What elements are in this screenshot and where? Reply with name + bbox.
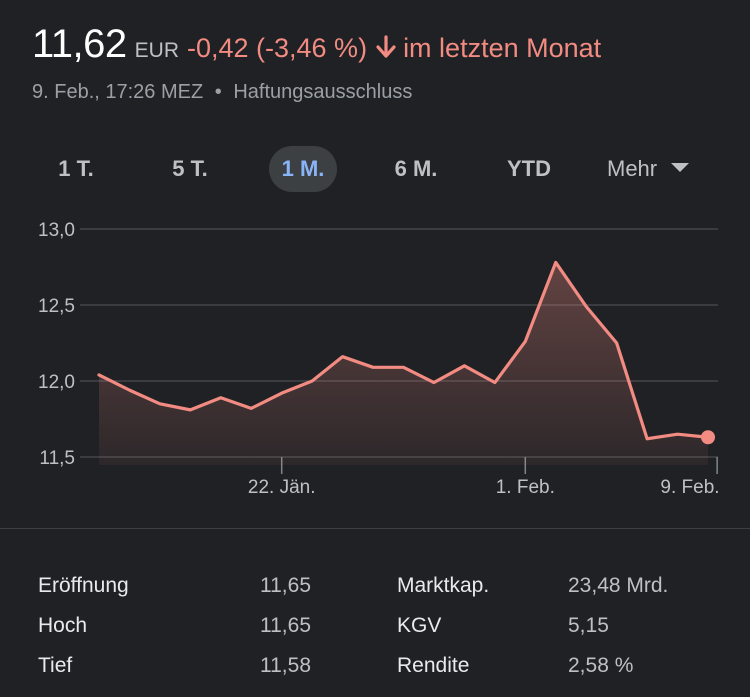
section-divider	[0, 528, 750, 529]
data-point	[615, 341, 619, 345]
data-point	[523, 339, 527, 343]
data-point	[310, 379, 314, 383]
tab-6-months[interactable]: 6 M.	[380, 146, 452, 192]
more-label: Mehr	[607, 156, 658, 181]
price-area-fill	[99, 262, 708, 465]
data-point	[584, 305, 588, 309]
tab-ytd[interactable]: YTD	[494, 146, 564, 192]
tab-1-day[interactable]: 1 T.	[40, 146, 112, 192]
data-point	[554, 260, 558, 264]
stat-label-low: Tief	[38, 654, 73, 677]
tab-5-days[interactable]: 5 T.	[154, 146, 226, 192]
last-price-dot	[701, 430, 715, 445]
price-line-series	[97, 260, 710, 441]
price-chart[interactable]: 13,0 12,5 12,0 11,5 22. Jän. 1. Feb. 9. Feb.	[0, 210, 750, 510]
range-tabs: 1 T. 5 T. 1 M. 6 M. YTD Mehr	[30, 146, 730, 192]
tab-label: 1 T.	[58, 156, 94, 181]
stat-label-open: Eröffnung	[38, 574, 129, 597]
stat-row: Tief 11,58 Rendite 2,58 %	[38, 646, 718, 686]
caret-down-icon	[671, 163, 690, 172]
data-point	[188, 408, 192, 412]
y-tick-label: 11,5	[39, 448, 75, 469]
data-point	[371, 365, 375, 369]
stat-label-yield: Rendite	[397, 654, 470, 677]
disclaimer-link[interactable]: Haftungsausschluss	[233, 81, 413, 103]
tab-label: YTD	[507, 156, 551, 181]
stat-label-pe: KGV	[397, 614, 442, 637]
data-point	[127, 388, 131, 392]
y-tick-label: 13,0	[38, 220, 75, 241]
x-tick-label: 9. Feb.	[660, 477, 719, 498]
data-point	[493, 381, 497, 385]
arrow-down-icon	[375, 35, 397, 59]
current-price: 11,62	[32, 22, 127, 66]
data-point	[280, 391, 284, 395]
data-point	[158, 402, 162, 406]
change-period: im letzten Monat	[403, 33, 602, 63]
price-change: -0,42 (-3,46 %)	[186, 33, 368, 63]
stat-row: Hoch 11,65 KGV 5,15	[38, 606, 718, 646]
quote-meta: 9. Feb., 17:26 MEZ • Haftungsausschluss	[32, 81, 732, 104]
data-point	[645, 437, 649, 441]
data-point	[97, 373, 101, 377]
tab-label: 5 T.	[172, 156, 208, 181]
stat-value-low: 11,58	[260, 654, 311, 677]
data-point	[249, 406, 253, 410]
tab-label: 1 M.	[281, 156, 325, 181]
data-point	[402, 365, 406, 369]
stat-value-yield: 2,58 %	[568, 654, 634, 677]
y-tick-label: 12,5	[38, 296, 75, 317]
data-point	[676, 432, 680, 436]
data-point	[341, 355, 345, 359]
stat-label-high: Hoch	[38, 614, 88, 637]
stat-label-market-cap: Marktkap.	[397, 574, 490, 597]
key-stats: Eröffnung 11,65 Marktkap. 23,48 Mrd. Hoc…	[38, 566, 718, 686]
currency-label: EUR	[134, 39, 179, 62]
stat-value-open: 11,65	[260, 574, 311, 597]
stat-row: Eröffnung 11,65 Marktkap. 23,48 Mrd.	[38, 566, 718, 606]
data-point	[219, 396, 223, 400]
stat-value-market-cap: 23,48 Mrd.	[568, 574, 669, 597]
meta-separator: •	[214, 81, 222, 103]
tab-label: 6 M.	[394, 156, 438, 181]
x-tick-label: 1. Feb.	[496, 477, 555, 498]
data-point	[462, 364, 466, 368]
data-point	[432, 381, 436, 385]
quote-header: 11,62 EUR -0,42 (-3,46 %) im letzten Mon…	[32, 22, 732, 104]
y-tick-label: 12,0	[38, 372, 75, 393]
stat-value-high: 11,65	[260, 614, 311, 637]
x-tick-label: 22. Jän.	[248, 477, 316, 498]
stat-value-pe: 5,15	[568, 614, 609, 637]
quote-timestamp: 9. Feb., 17:26 MEZ	[32, 81, 204, 103]
price-line: 11,62 EUR -0,42 (-3,46 %) im letzten Mon…	[32, 22, 732, 67]
tab-1-month[interactable]: 1 M.	[269, 146, 337, 192]
more-dropdown[interactable]: Mehr	[607, 146, 717, 192]
